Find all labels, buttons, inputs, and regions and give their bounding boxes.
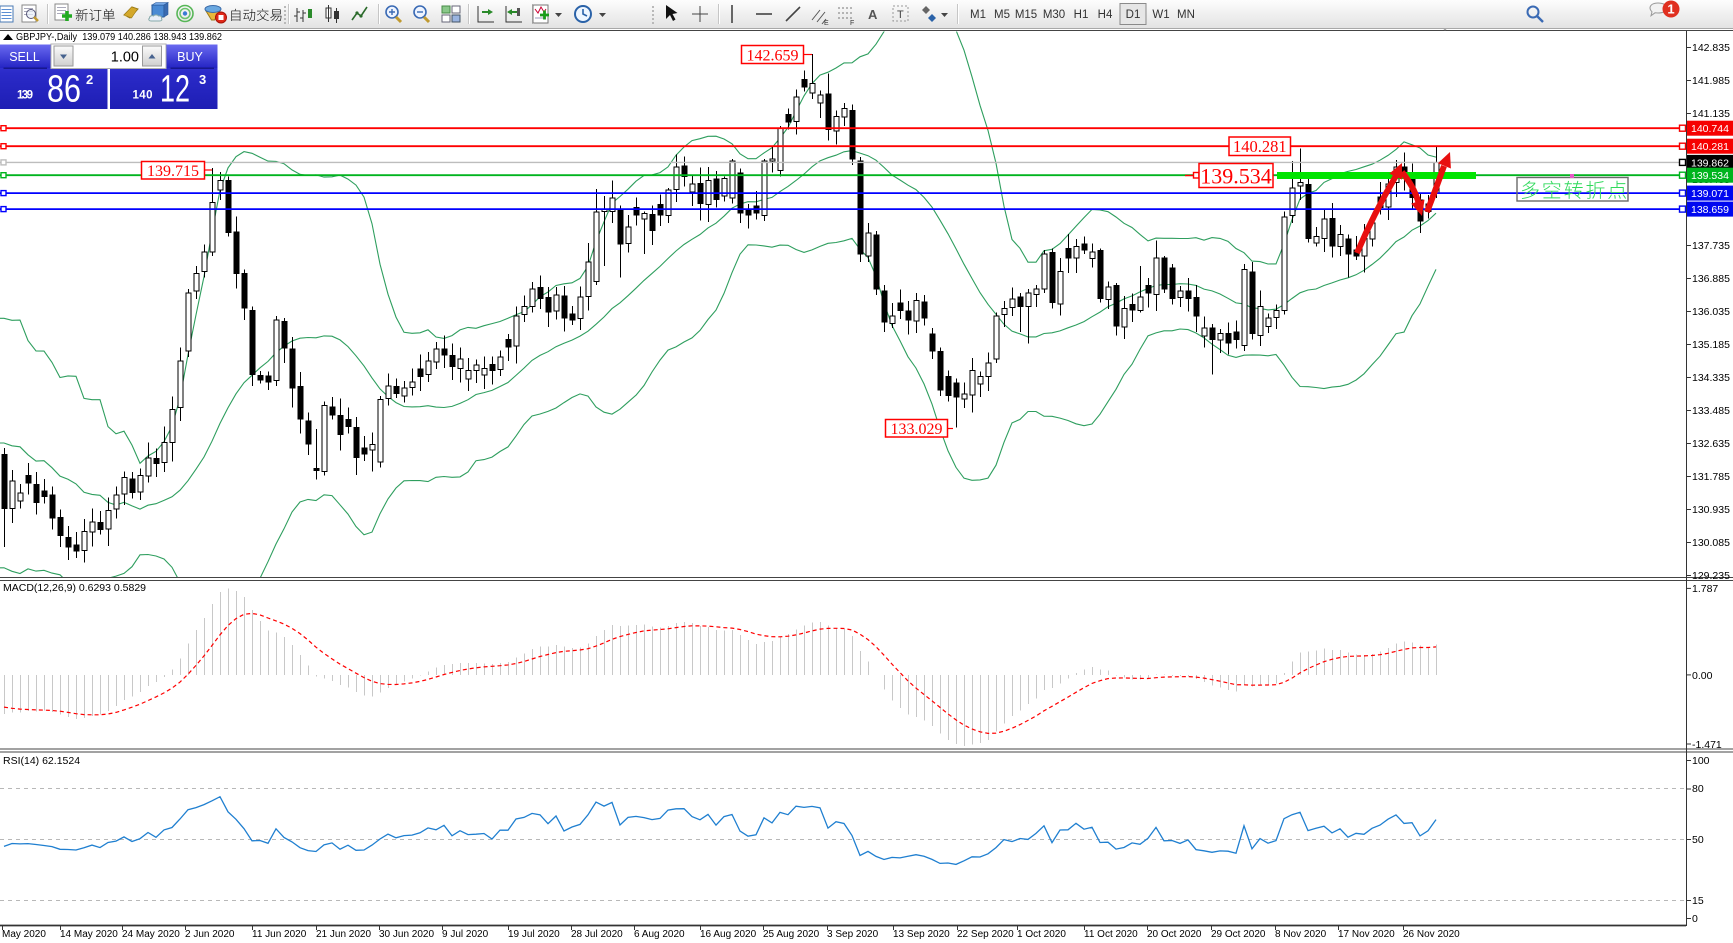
svg-text:MACD(12,26,9) 0.6293 0.5829: MACD(12,26,9) 0.6293 0.5829 [3, 582, 146, 594]
svg-text:17 Nov 2020: 17 Nov 2020 [1338, 929, 1395, 940]
svg-text:140.281: 140.281 [1691, 141, 1729, 153]
svg-text:14 May 2020: 14 May 2020 [60, 929, 118, 940]
svg-text:-1.471: -1.471 [1692, 739, 1722, 751]
svg-text:80: 80 [1692, 783, 1704, 795]
svg-text:139.534: 139.534 [1691, 170, 1729, 182]
svg-text:133.485: 133.485 [1692, 405, 1730, 417]
svg-text:May 2020: May 2020 [2, 929, 46, 940]
svg-text:3 Sep 2020: 3 Sep 2020 [827, 929, 879, 940]
svg-text:131.785: 131.785 [1692, 471, 1730, 483]
svg-text:1.787: 1.787 [1692, 583, 1718, 595]
svg-text:139.534: 139.534 [1200, 163, 1272, 188]
svg-text:11 Jun 2020: 11 Jun 2020 [252, 929, 307, 940]
svg-text:141.135: 141.135 [1692, 108, 1730, 120]
svg-text:MN: MN [1177, 9, 1195, 21]
svg-text:0: 0 [1692, 913, 1698, 925]
svg-text:86: 86 [47, 69, 81, 111]
svg-text:15: 15 [1692, 895, 1704, 907]
svg-text:25 Aug 2020: 25 Aug 2020 [763, 929, 820, 940]
svg-text:28 Jul 2020: 28 Jul 2020 [571, 929, 623, 940]
svg-text:133.029: 133.029 [891, 421, 943, 438]
svg-text:26 Nov 2020: 26 Nov 2020 [1403, 929, 1460, 940]
svg-text:1 Oct 2020: 1 Oct 2020 [1017, 929, 1066, 940]
svg-text:RSI(14) 62.1524: RSI(14) 62.1524 [3, 755, 80, 767]
svg-text:M1: M1 [970, 9, 986, 21]
svg-text:141.985: 141.985 [1692, 75, 1730, 87]
svg-text:22 Sep 2020: 22 Sep 2020 [957, 929, 1014, 940]
svg-text:H1: H1 [1074, 9, 1089, 21]
svg-text:12: 12 [160, 69, 190, 111]
svg-text:9 Jul 2020: 9 Jul 2020 [442, 929, 489, 940]
svg-text:3: 3 [199, 72, 206, 87]
svg-text:D1: D1 [1126, 9, 1141, 21]
svg-text:M30: M30 [1043, 9, 1065, 21]
svg-text:8 Nov 2020: 8 Nov 2020 [1275, 929, 1327, 940]
svg-text:132.635: 132.635 [1692, 438, 1730, 450]
svg-text:139.071: 139.071 [1691, 188, 1729, 200]
svg-text:50: 50 [1692, 834, 1704, 846]
svg-text:136.885: 136.885 [1692, 273, 1730, 285]
svg-text:140: 140 [133, 90, 153, 102]
svg-text:BUY: BUY [177, 50, 203, 64]
svg-text:M5: M5 [994, 9, 1010, 21]
svg-text:SELL: SELL [9, 50, 40, 64]
svg-text:E: E [824, 20, 829, 27]
svg-text:16 Aug 2020: 16 Aug 2020 [700, 929, 757, 940]
svg-text:136.035: 136.035 [1692, 306, 1730, 318]
svg-text:F: F [850, 20, 854, 27]
svg-text:137.735: 137.735 [1692, 240, 1730, 252]
svg-text:30 Jun 2020: 30 Jun 2020 [379, 929, 434, 940]
svg-text:11 Oct 2020: 11 Oct 2020 [1084, 929, 1138, 940]
svg-text:H4: H4 [1098, 9, 1113, 21]
svg-text:142.659: 142.659 [747, 47, 799, 64]
svg-text:20 Oct 2020: 20 Oct 2020 [1147, 929, 1202, 940]
svg-text:21 Jun 2020: 21 Jun 2020 [316, 929, 371, 940]
svg-text:W1: W1 [1152, 9, 1169, 21]
svg-text:24 May 2020: 24 May 2020 [122, 929, 180, 940]
svg-text:139.715: 139.715 [147, 163, 199, 180]
svg-text:139.862: 139.862 [1691, 157, 1729, 169]
svg-text:T: T [897, 9, 904, 21]
svg-text:2 Jun 2020: 2 Jun 2020 [185, 929, 235, 940]
svg-text:100: 100 [1692, 755, 1710, 767]
svg-text:0.00: 0.00 [1692, 670, 1713, 682]
svg-text:6 Aug 2020: 6 Aug 2020 [634, 929, 685, 940]
svg-text:A: A [868, 7, 878, 22]
svg-text:13 Sep 2020: 13 Sep 2020 [893, 929, 950, 940]
svg-text:129.235: 129.235 [1692, 570, 1730, 582]
svg-text:134.335: 134.335 [1692, 372, 1730, 384]
svg-text:29 Oct 2020: 29 Oct 2020 [1211, 929, 1266, 940]
svg-text:1: 1 [1667, 2, 1674, 17]
svg-text:135.185: 135.185 [1692, 339, 1730, 351]
svg-text:1.00: 1.00 [111, 50, 139, 66]
svg-text:142.835: 142.835 [1692, 42, 1730, 54]
svg-text:M15: M15 [1015, 9, 1037, 21]
svg-text:130.085: 130.085 [1692, 537, 1730, 549]
svg-text:130.935: 130.935 [1692, 504, 1730, 516]
svg-text:19 Jul 2020: 19 Jul 2020 [508, 929, 560, 940]
svg-text:138.659: 138.659 [1691, 204, 1729, 216]
svg-text:140.744: 140.744 [1691, 123, 1729, 135]
svg-text:140.281: 140.281 [1233, 137, 1287, 156]
svg-text:139: 139 [17, 90, 33, 102]
svg-text:GBPJPY-,Daily 139.079 140.286: GBPJPY-,Daily 139.079 140.286 138.943 13… [16, 32, 222, 43]
svg-text:2: 2 [86, 72, 93, 87]
